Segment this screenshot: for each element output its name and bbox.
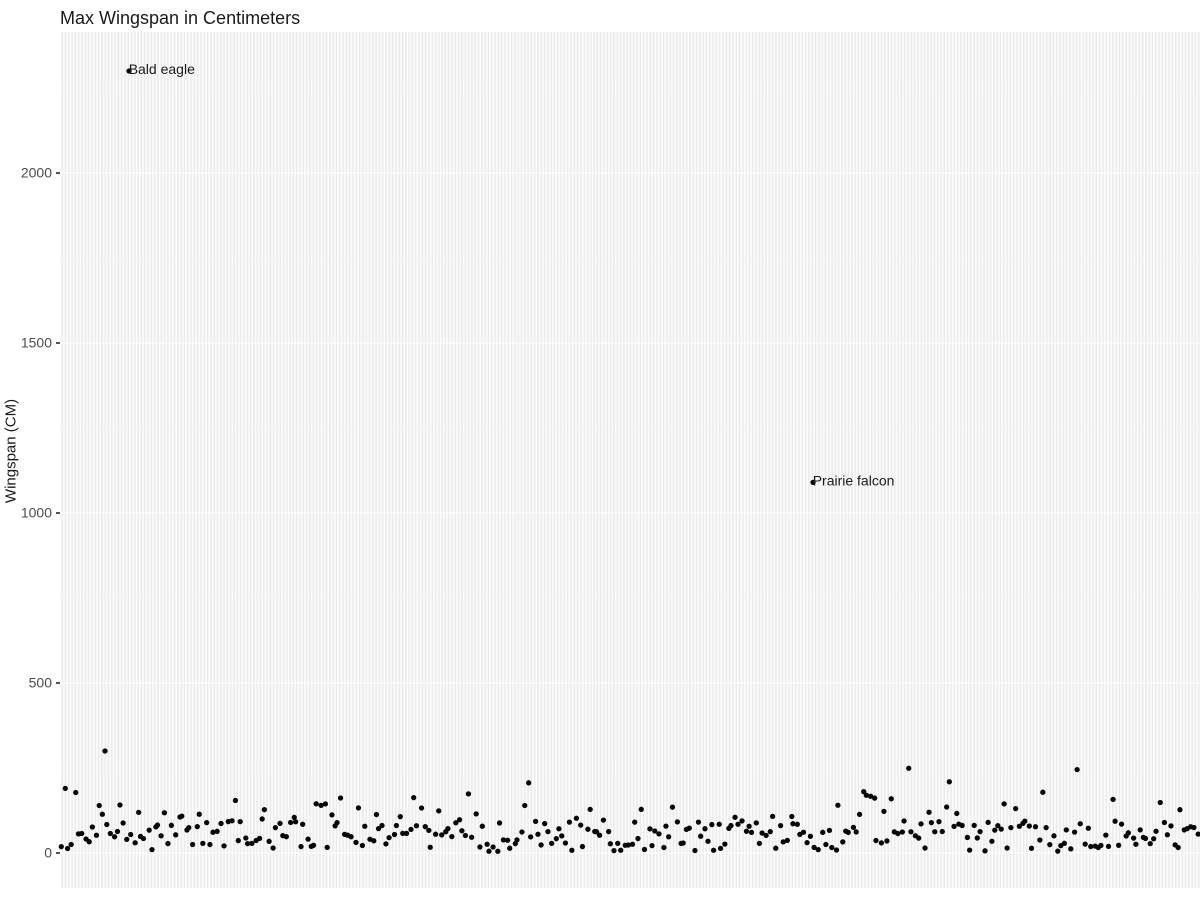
- svg-text:Bald eagle: Bald eagle: [129, 61, 195, 77]
- svg-text:500: 500: [29, 675, 53, 691]
- svg-text:1000: 1000: [21, 505, 52, 521]
- svg-text:2000: 2000: [21, 165, 52, 181]
- svg-text:1500: 1500: [21, 335, 52, 351]
- svg-text:0: 0: [44, 845, 52, 861]
- svg-text:Prairie falcon: Prairie falcon: [813, 472, 895, 488]
